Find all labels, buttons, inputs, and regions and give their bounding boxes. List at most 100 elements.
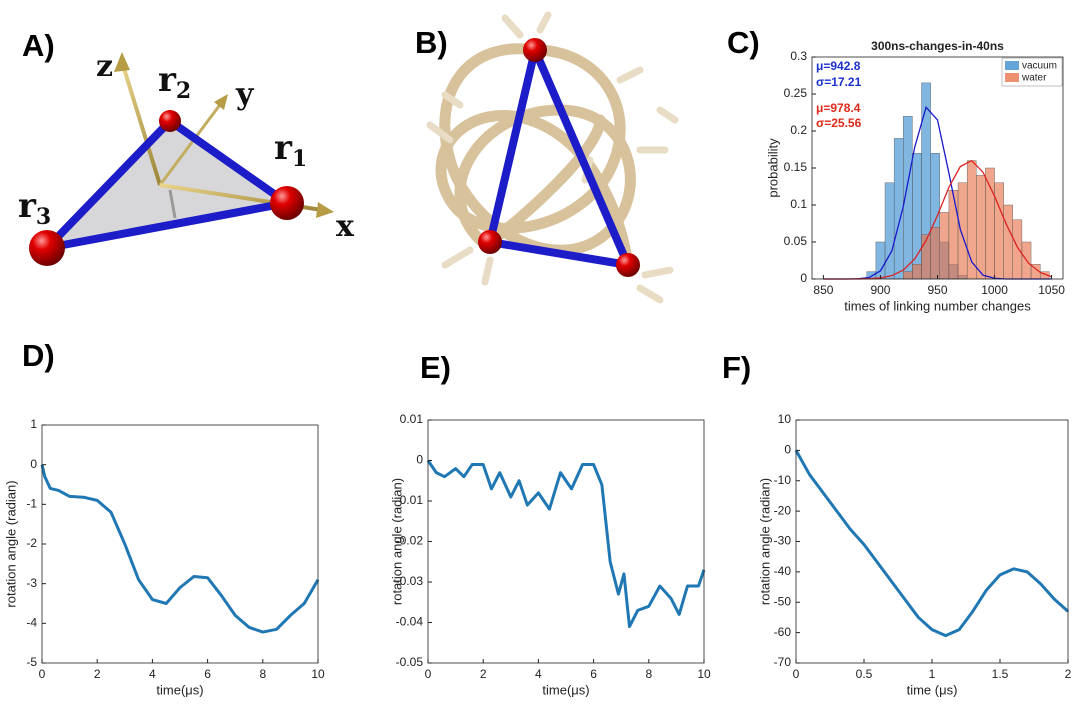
axis-label: z — [96, 49, 113, 84]
y-tick-label: -2 — [26, 536, 37, 550]
y-tick-label: -70 — [774, 655, 792, 669]
y-arrow — [214, 94, 228, 110]
plot-area — [428, 420, 704, 663]
point-sub: 1 — [292, 146, 307, 172]
panel-label: F) — [722, 350, 751, 385]
chart: 0 2 4 6 8 10 -0.05 -0.04 -0.03 -0.02 -0.01 0 0.01 tim… — [389, 412, 711, 697]
panel-label: E) — [420, 350, 451, 385]
hist-bar — [912, 264, 922, 280]
hist-bar — [994, 182, 1004, 280]
chart: 0 2 4 6 8 10 -5 -4 -3 -2 -1 0 1 time(μs) rotation angl… — [3, 417, 325, 697]
x-tick-label: 2 — [480, 667, 487, 681]
x-tick-label: 0.5 — [856, 667, 873, 681]
y-axis-label: rotation angle (radian) — [757, 478, 772, 605]
y-tick-label: -5 — [26, 655, 37, 669]
x-tick-label: 1.5 — [992, 667, 1009, 681]
panel-label: C) — [727, 25, 760, 60]
y-tick-label: -0.02 — [396, 534, 424, 548]
y-tick-label: -20 — [774, 503, 792, 517]
panel-label: D) — [22, 338, 55, 373]
hist-bar — [939, 212, 950, 280]
x-axis-label: time(μs) — [156, 682, 203, 697]
legend-label: water — [1021, 73, 1047, 84]
legend-label: vacuum — [1022, 61, 1057, 72]
data-line — [40, 464, 320, 634]
annotation: μ=942.8 — [816, 59, 861, 73]
sphere — [478, 230, 502, 254]
y-tick-label: -0.03 — [396, 574, 424, 588]
y-tick-label: -10 — [774, 473, 792, 487]
y-axis-label: rotation angle (radian) — [3, 480, 18, 607]
plot-area — [796, 420, 1068, 663]
x-tick-label: 10 — [311, 667, 325, 681]
y-tick-label: 0.01 — [400, 412, 424, 426]
y-axis-label: rotation angle (radian) — [389, 478, 404, 605]
y-tick-label: 10 — [778, 412, 792, 426]
sphere — [523, 38, 547, 62]
x-tick-label: 1000 — [981, 283, 1008, 297]
y-tick-label: 0 — [416, 453, 423, 467]
x-tick-label: 2 — [1065, 667, 1072, 681]
data-line — [426, 459, 706, 629]
y-tick-label: 0 — [30, 457, 37, 471]
x-tick-label: 1050 — [1038, 283, 1065, 297]
x-tick-label: 950 — [927, 283, 947, 297]
annotation: μ=978.4 — [816, 101, 861, 115]
x-axis-label: time (μs) — [907, 682, 958, 697]
y-axis — [158, 101, 224, 186]
x-tick-label: 850 — [813, 283, 833, 297]
x-tick-label: 4 — [149, 667, 156, 681]
y-tick-label: -0.01 — [396, 493, 424, 507]
point-label: r2 — [158, 60, 191, 104]
point-label: r3 — [18, 186, 51, 230]
point-sub: 3 — [36, 204, 51, 230]
x-tick-label: 8 — [645, 667, 652, 681]
hist-bar — [985, 167, 995, 280]
y-tick-label: -1 — [26, 497, 37, 511]
sphere-r1 — [270, 186, 304, 220]
y-tick-label: -4 — [26, 616, 37, 630]
panel-a-diagram: z y x r1 r2 r3 — [18, 49, 355, 266]
y-tick-label: 1 — [30, 417, 37, 431]
panel-b-molecule — [426, 11, 679, 304]
y-tick-label: 0 — [784, 443, 791, 457]
chart: 0 0.5 1 1.5 2 -70 -60 -50 -40 -30 -20 -10 0 10 time (μ… — [757, 412, 1071, 697]
x-axis-label: times of linking number changes — [844, 298, 1031, 313]
hist-bar — [893, 138, 904, 280]
hist-bar — [976, 175, 986, 280]
x-tick-label: 1 — [929, 667, 936, 681]
y-tick-label: 0.1 — [790, 197, 807, 211]
sphere-r2 — [159, 110, 181, 132]
y-tick-label: 0.25 — [784, 86, 808, 100]
y-axis-label: probability — [765, 138, 780, 198]
y-tick-label: -40 — [774, 564, 792, 578]
legend-swatch — [1005, 73, 1019, 82]
shadow-stub — [168, 189, 177, 219]
hist-bar — [1012, 219, 1023, 280]
triangle-edges — [486, 46, 632, 269]
panel-label: A) — [22, 28, 55, 63]
x-tick-label: 0 — [425, 667, 432, 681]
z-axis — [120, 61, 162, 186]
y-tick-label: 0 — [800, 271, 807, 285]
x-arrow — [316, 202, 334, 218]
y-tick-label: 0.05 — [784, 234, 808, 248]
x-tick-label: 900 — [870, 283, 890, 297]
data-line — [794, 449, 1069, 638]
x-tick-label: 6 — [204, 667, 211, 681]
legend-swatch — [1005, 61, 1019, 70]
point-name: r — [18, 186, 37, 226]
annotation: σ=17.21 — [816, 75, 862, 89]
y-tick-label: -60 — [774, 625, 792, 639]
point-sub: 2 — [176, 78, 191, 104]
x-tick-label: 4 — [535, 667, 542, 681]
hist-bar — [884, 182, 895, 280]
knot-tube — [435, 43, 636, 271]
chart-title: 300ns-changes-in-40ns — [871, 39, 1004, 53]
hist-bar — [957, 182, 968, 280]
panel-label: B) — [415, 25, 448, 60]
x-tick-label: 0 — [39, 667, 46, 681]
axis-label: x — [336, 209, 355, 244]
hist-bar — [1003, 204, 1014, 280]
